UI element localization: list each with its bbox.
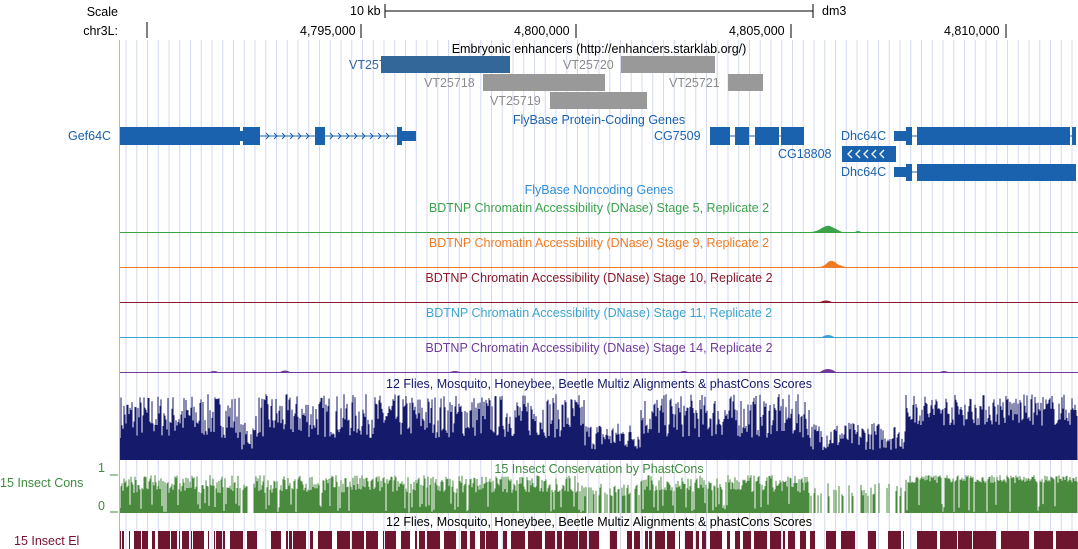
elements-track-title[interactable]: 12 Flies, Mosquito, Honeybee, Beetle Mul… xyxy=(386,515,812,529)
dnase-track-title[interactable]: BDTNP Chromatin Accessibility (DNase) St… xyxy=(428,236,770,250)
multiz-wiggle[interactable] xyxy=(120,392,1078,460)
gene-label[interactable]: CG18808 xyxy=(778,147,832,161)
phastcons-axis-min: 0 xyxy=(98,499,105,513)
enhancer-vt25720[interactable] xyxy=(621,56,715,73)
enhancer-label: VT25717 xyxy=(349,58,400,72)
multiz-track-title[interactable]: 12 Flies, Mosquito, Honeybee, Beetle Mul… xyxy=(386,377,812,391)
scale-label: Scale xyxy=(86,5,118,19)
scale-bar xyxy=(146,4,1007,38)
ruler-tick-label: 4,795,000 xyxy=(300,24,356,38)
dnase-signal-stage5[interactable] xyxy=(120,215,1078,235)
enhancer-vt25719[interactable] xyxy=(550,92,647,109)
elements-side-label[interactable]: 15 Insect El xyxy=(14,534,80,548)
assembly-label: dm3 xyxy=(822,4,847,18)
ruler-tick-label: 4,805,000 xyxy=(729,24,785,38)
gene-label[interactable]: CG7509 xyxy=(654,129,701,143)
track-divider xyxy=(119,40,120,549)
protein-coding-track-title[interactable]: FlyBase Protein-Coding Genes xyxy=(512,113,686,127)
enhancer-label: VT25719 xyxy=(490,94,541,108)
dnase-track-title[interactable]: BDTNP Chromatin Accessibility (DNase) St… xyxy=(425,306,773,320)
enhancer-label: VT25718 xyxy=(424,76,475,90)
ruler-tick-label: 4,810,000 xyxy=(944,24,1000,38)
enhancer-label: VT25721 xyxy=(669,76,720,90)
phastcons-axis-ticks xyxy=(110,474,118,513)
scale-bar-label: 10 kb xyxy=(350,4,381,18)
dnase-track-title[interactable]: BDTNP Chromatin Accessibility (DNase) St… xyxy=(428,201,770,215)
conserved-elements-track[interactable] xyxy=(120,531,1078,549)
gene-models[interactable] xyxy=(0,124,1078,184)
dnase-signal-stage9[interactable] xyxy=(120,250,1078,270)
gene-label[interactable]: Gef64C xyxy=(68,129,112,143)
dnase-track-title[interactable]: BDTNP Chromatin Accessibility (DNase) St… xyxy=(425,271,773,285)
noncoding-track-title[interactable]: FlyBase Noncoding Genes xyxy=(524,183,674,197)
gene-label[interactable]: Dhc64C xyxy=(841,129,887,143)
ruler-tick-label: 4,800,000 xyxy=(514,24,570,38)
phastcons-wiggle[interactable] xyxy=(120,475,1078,513)
enhancer-vt25721[interactable] xyxy=(728,74,763,91)
dnase-signal-stage11[interactable] xyxy=(120,320,1078,340)
phastcons-side-label[interactable]: 15 Insect Cons xyxy=(0,476,84,490)
dnase-signal-stage14[interactable] xyxy=(120,355,1078,375)
chrom-label: chr3L: xyxy=(83,24,118,38)
enhancer-vt25717[interactable] xyxy=(381,56,510,73)
enhancer-label: VT25720 xyxy=(563,58,614,72)
enhancers-track-title[interactable]: Embryonic enhancers (http://enhancers.st… xyxy=(451,42,747,56)
dnase-signal-stage10[interactable] xyxy=(120,285,1078,305)
phastcons-axis-max: 1 xyxy=(98,461,105,475)
enhancer-vt25718[interactable] xyxy=(483,74,605,91)
dnase-track-title[interactable]: BDTNP Chromatin Accessibility (DNase) St… xyxy=(425,341,773,355)
gene-label[interactable]: Dhc64C xyxy=(841,165,887,179)
phastcons-track-title[interactable]: 15 Insect Conservation by PhastCons xyxy=(494,462,704,476)
